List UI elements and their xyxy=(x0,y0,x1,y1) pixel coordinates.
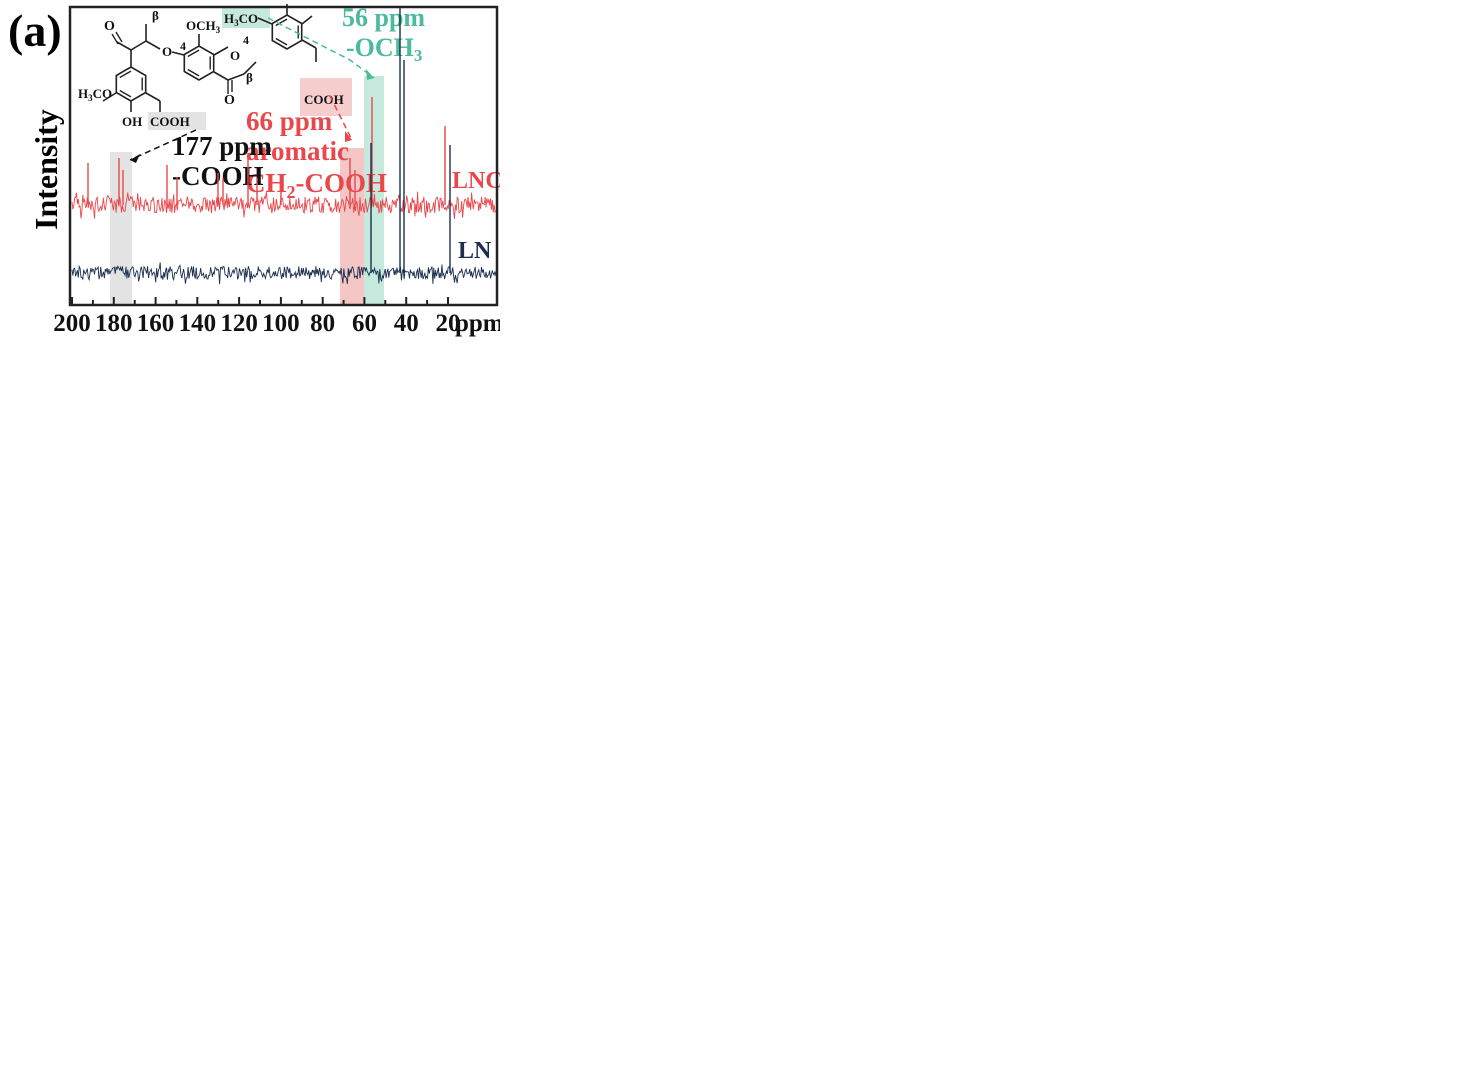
svg-text:LN: LN xyxy=(458,238,492,264)
svg-text:-OCH3: -OCH3 xyxy=(346,33,422,65)
svg-text:80: 80 xyxy=(310,310,335,337)
svg-text:40: 40 xyxy=(394,310,419,337)
svg-text:aromatic: aromatic xyxy=(246,136,349,166)
svg-text:160: 160 xyxy=(137,310,175,337)
svg-text:H3CO: H3CO xyxy=(78,86,112,103)
svg-text:O: O xyxy=(224,93,235,108)
svg-text:OCH3: OCH3 xyxy=(186,18,221,35)
svg-text:O: O xyxy=(162,44,172,59)
svg-text:180: 180 xyxy=(95,310,133,337)
svg-text:140: 140 xyxy=(179,310,217,337)
svg-text:ppm: ppm xyxy=(455,310,500,337)
svg-text:66 ppm: 66 ppm xyxy=(246,106,333,136)
svg-text:COOH: COOH xyxy=(304,92,344,107)
svg-text:LNC: LNC xyxy=(452,168,500,194)
svg-text:4: 4 xyxy=(243,33,249,47)
svg-text:200: 200 xyxy=(53,310,91,337)
svg-text:4: 4 xyxy=(180,39,186,53)
svg-text:O: O xyxy=(230,48,240,63)
svg-text:100: 100 xyxy=(262,310,300,337)
svg-text:β: β xyxy=(246,70,253,85)
svg-text:OH: OH xyxy=(122,114,142,129)
svg-text:177 ppm: 177 ppm xyxy=(172,131,272,161)
svg-text:120: 120 xyxy=(220,310,258,337)
svg-text:β: β xyxy=(152,8,159,23)
svg-text:CH2-COOH: CH2-COOH xyxy=(246,168,387,202)
svg-text:O: O xyxy=(104,19,115,34)
svg-text:COOH: COOH xyxy=(150,114,190,129)
svg-text:60: 60 xyxy=(352,310,377,337)
svg-text:H3CO: H3CO xyxy=(224,11,258,28)
svg-text:20: 20 xyxy=(436,310,461,337)
